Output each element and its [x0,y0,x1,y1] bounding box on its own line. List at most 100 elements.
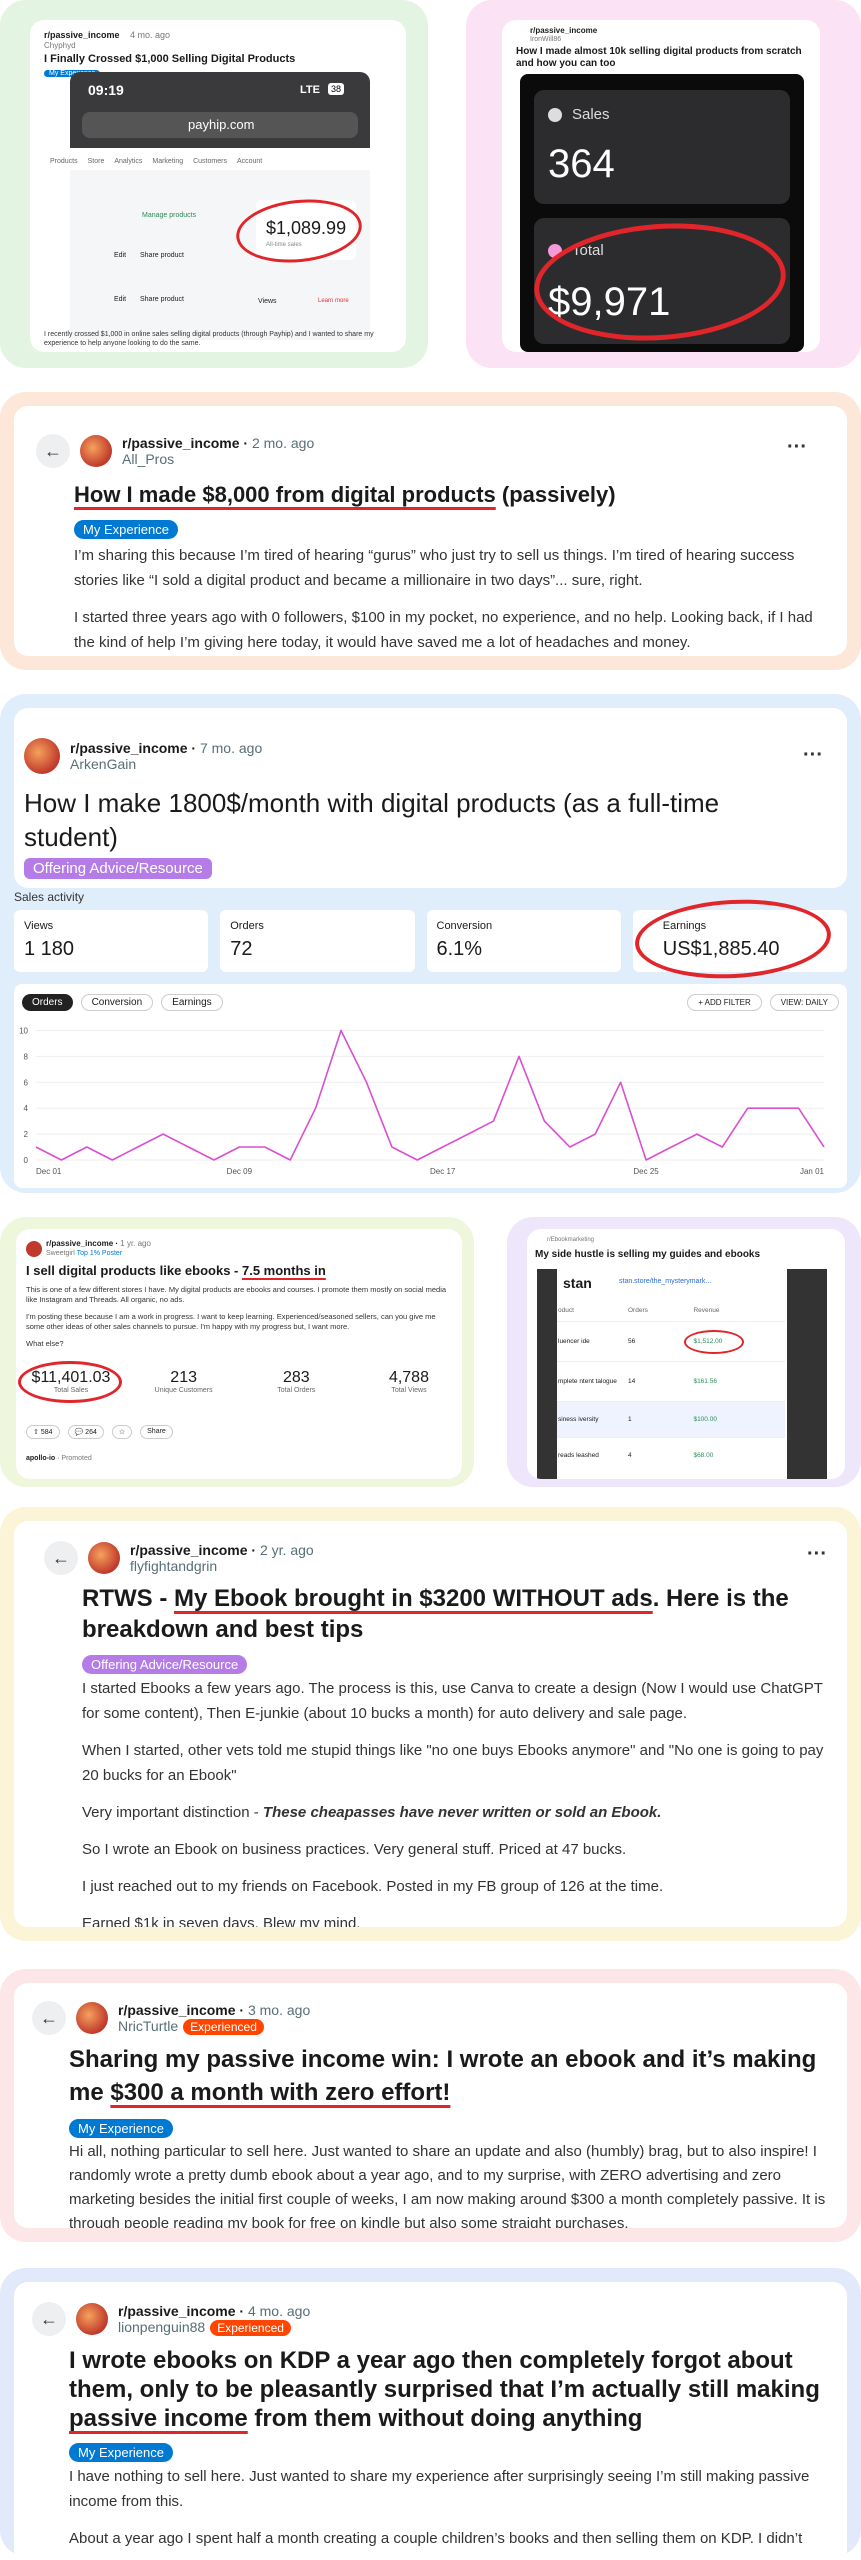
stat: Views 1 180 [14,910,209,972]
time: 3 mo. ago [247,2002,311,2018]
line-chart: 0 2 4 6 8 10 Dec 01 Dec 09 Dec 17 Dec 25 Jan 01 [19,1026,825,1176]
sales-box [256,200,356,260]
cell: luencer ide [558,1337,590,1345]
stat: Earnings US$1,885.40 [632,894,847,984]
screenshot: r/passive_income IronWill86 How I made a… [502,20,820,352]
user-name: lionpenguin88 [118,2319,206,2335]
subreddit-name: r/passive_income [130,1542,248,1558]
title-b: 7.5 months in [242,1263,326,1278]
header: Revenue [693,1307,720,1315]
sales: 364 [548,142,615,186]
user-name: NricTurtle [118,2018,179,2034]
back-button[interactable]: ← [32,2001,66,2035]
back-button[interactable]: ← [36,434,70,468]
post-header: ← r/passive_income · 2 mo. ago All_Pros [36,434,314,468]
post-header: ← r/passive_income · 4 mo. ago lionpengui… [32,2302,310,2336]
paragraph: When I started, other vets told me stupi… [82,1742,824,1784]
post-body: Sharing my passive income win: I wrote a… [69,2043,829,2228]
stat-value: US$1,885.40 [662,938,780,960]
tab[interactable]: Earnings [161,994,223,1011]
post: ← r/passive_income · 3 mo. ago NricTurtle… [14,1983,847,2228]
paragraph: So I wrote an Ebook on business practice… [82,1841,627,1858]
tab[interactable]: Conversion [80,994,154,1011]
time: 1 yr. ago [120,1239,151,1248]
subreddit-name: r/passive_income [70,740,188,756]
user: Sweetgirl Top 1% Poster [46,1250,122,1257]
button[interactable]: VIEW: DAILY [769,994,839,1011]
subreddit-name: r/passive_income [118,2303,236,2319]
stats: $11,401.03 Total Sales 213 Unique Customer… [18,1361,454,1403]
more[interactable]: ··· [803,744,823,766]
tab: Marketing [152,158,184,165]
flair: Offering Advice/Resource [82,1655,248,1674]
cell: 4 [628,1451,632,1459]
tab: Analytics [114,158,143,165]
paragraph: Hi all, nothing particular to sell here.… [69,2143,826,2228]
text: Very important distinction - [82,1804,263,1821]
user: Chyphyd [44,41,76,50]
tab[interactable]: Orders [22,994,73,1011]
highlight-ring [684,1329,745,1354]
cell: mplete ntent talogue [558,1377,617,1385]
award[interactable]: ☆ [111,1425,133,1439]
title-b: My Ebook brought in $3200 WITHOUT ads [173,1585,653,1612]
share: Share product [140,296,184,303]
card-300: ← r/passive_income · 3 mo. ago NricTurtle… [0,1969,861,2242]
cell: siness iversity [558,1415,599,1423]
upvotes[interactable]: ⇧ 584 [26,1425,60,1439]
y-tick-label: 0 [24,1156,29,1165]
stat-value: 6.1% [436,938,483,960]
time: 2 yr. ago [259,1542,314,1558]
stat-value: 72 [230,938,253,960]
edit: Edit [114,252,127,259]
title: I sell digital products like ebooks - 7.… [26,1263,326,1278]
back-button[interactable]: ← [32,2302,66,2336]
sales-panel: Sales 364 [534,90,790,204]
promoted: Promoted [61,1455,92,1462]
amount: $1,089.99 [266,218,347,238]
header-row: oduct Orders Revenue [557,1301,785,1321]
y-tick-label: 2 [24,1130,29,1139]
paragraph: What else? [26,1339,64,1348]
button[interactable]: + ADD FILTER [687,994,762,1011]
subreddit: r/passive_income · 3 mo. ago [118,2002,311,2018]
comments[interactable]: 💬 264 [67,1425,104,1439]
subreddit: r/Ebookmarketing [547,1237,595,1243]
avatar [80,435,112,467]
link: stan.store/the_mysterymark... [619,1278,712,1285]
title: My side hustle is selling my guides and … [535,1249,761,1260]
title-b: $300 a month with zero effort! [110,2079,451,2106]
paragraph: I started three years ago with 0 followe… [74,609,813,651]
title-a: I sell digital products like ebooks - [26,1263,242,1278]
cell: $68.00 [693,1451,714,1459]
paragraph: I'm posting these because I am a work in… [26,1312,436,1331]
title-c: from them without doing anything [247,2405,643,2432]
tab: Account [236,158,263,165]
cell: 1 [628,1415,632,1423]
more[interactable]: ··· [807,1543,827,1565]
flair: My Experience [69,2443,173,2462]
post: r/passive_income · 7 mo. ago ArkenGain ··… [14,708,847,888]
title-b: passive income [69,2405,248,2432]
title: How I made almost 10k selling digital pr… [516,46,802,69]
stat-label: Total Views [391,1387,427,1394]
y-tick-label: 8 [24,1052,29,1061]
post-header: ← r/passive_income · 3 mo. ago NricTurtle… [32,2001,310,2035]
dot [548,244,562,258]
paragraph: I have nothing to sell here. Just wanted… [69,2468,810,2510]
title-a: I wrote ebooks on KDP a year ago then co… [69,2347,820,2403]
user: ArkenGain [70,756,137,772]
title-highlight: How I made $8,000 from digital products [74,482,496,507]
back-button[interactable]: ← [44,1541,78,1575]
share[interactable]: Share [140,1425,173,1439]
paragraph: I’m sharing this because I’m tired of he… [74,547,795,589]
chart-panel: Orders Conversion Earnings + ADD FILTER … [14,984,847,1188]
time: 2 mo. ago [251,435,315,451]
stat: $11,401.03 Total Sales [18,1361,122,1403]
more[interactable]: ··· [787,436,807,458]
total: $9,971 [548,280,671,324]
flair: My Experience [44,70,101,77]
y-tick-label: 6 [24,1078,29,1087]
sales-label: Sales [572,106,610,123]
tabs: Products Store Analytics Marketing Customers… [50,158,390,165]
